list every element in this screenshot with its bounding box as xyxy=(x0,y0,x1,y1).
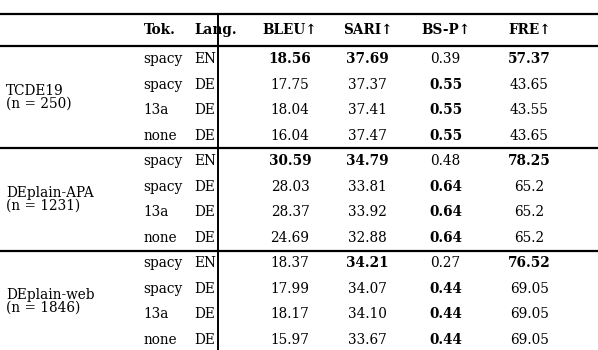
Text: 65.2: 65.2 xyxy=(514,205,544,219)
Text: FRE↑: FRE↑ xyxy=(508,23,551,37)
Text: 18.04: 18.04 xyxy=(270,103,310,117)
Text: (n = 1846): (n = 1846) xyxy=(6,301,80,315)
Text: spacy: spacy xyxy=(144,52,183,66)
Text: 76.52: 76.52 xyxy=(508,256,551,270)
Text: 33.67: 33.67 xyxy=(349,333,387,347)
Text: 0.64: 0.64 xyxy=(429,205,462,219)
Text: EN: EN xyxy=(194,256,216,270)
Text: 0.55: 0.55 xyxy=(429,103,462,117)
Text: DE: DE xyxy=(194,333,215,347)
Text: spacy: spacy xyxy=(144,282,183,296)
Text: SARI↑: SARI↑ xyxy=(343,23,392,37)
Text: 24.69: 24.69 xyxy=(270,231,310,245)
Text: DE: DE xyxy=(194,180,215,194)
Text: 0.44: 0.44 xyxy=(429,307,462,321)
Text: DE: DE xyxy=(194,78,215,92)
Text: 34.21: 34.21 xyxy=(346,256,389,270)
Text: none: none xyxy=(144,333,177,347)
Text: 17.99: 17.99 xyxy=(270,282,310,296)
Text: 0.55: 0.55 xyxy=(429,78,462,92)
Text: 13a: 13a xyxy=(144,205,169,219)
Text: 34.79: 34.79 xyxy=(346,154,389,168)
Text: DE: DE xyxy=(194,307,215,321)
Text: 69.05: 69.05 xyxy=(509,307,549,321)
Text: 33.81: 33.81 xyxy=(349,180,387,194)
Text: DE: DE xyxy=(194,282,215,296)
Text: 0.64: 0.64 xyxy=(429,180,462,194)
Text: DE: DE xyxy=(194,231,215,245)
Text: spacy: spacy xyxy=(144,256,183,270)
Text: BLEU↑: BLEU↑ xyxy=(263,23,318,37)
Text: 13a: 13a xyxy=(144,103,169,117)
Text: 34.10: 34.10 xyxy=(348,307,388,321)
Text: 18.56: 18.56 xyxy=(269,52,312,66)
Text: 34.07: 34.07 xyxy=(348,282,388,296)
Text: 43.65: 43.65 xyxy=(509,78,549,92)
Text: DE: DE xyxy=(194,205,215,219)
Text: 57.37: 57.37 xyxy=(508,52,551,66)
Text: 33.92: 33.92 xyxy=(348,205,388,219)
Text: 37.37: 37.37 xyxy=(349,78,387,92)
Text: EN: EN xyxy=(194,154,216,168)
Text: 37.47: 37.47 xyxy=(348,128,388,143)
Text: 78.25: 78.25 xyxy=(508,154,551,168)
Text: 37.41: 37.41 xyxy=(348,103,388,117)
Text: spacy: spacy xyxy=(144,154,183,168)
Text: Lang.: Lang. xyxy=(194,23,237,37)
Text: 0.64: 0.64 xyxy=(429,231,462,245)
Text: EN: EN xyxy=(194,52,216,66)
Text: 0.27: 0.27 xyxy=(431,256,460,270)
Text: 32.88: 32.88 xyxy=(349,231,387,245)
Text: none: none xyxy=(144,128,177,143)
Text: spacy: spacy xyxy=(144,180,183,194)
Text: BS-P↑: BS-P↑ xyxy=(421,23,470,37)
Text: 65.2: 65.2 xyxy=(514,180,544,194)
Text: 69.05: 69.05 xyxy=(509,333,549,347)
Text: 17.75: 17.75 xyxy=(271,78,309,92)
Text: (n = 1231): (n = 1231) xyxy=(6,199,80,213)
Text: 0.44: 0.44 xyxy=(429,282,462,296)
Text: 37.69: 37.69 xyxy=(346,52,389,66)
Text: DE: DE xyxy=(194,103,215,117)
Text: 43.65: 43.65 xyxy=(509,128,549,143)
Text: 0.39: 0.39 xyxy=(431,52,460,66)
Text: 13a: 13a xyxy=(144,307,169,321)
Text: 18.17: 18.17 xyxy=(271,307,309,321)
Text: none: none xyxy=(144,231,177,245)
Text: 0.48: 0.48 xyxy=(431,154,460,168)
Text: 0.55: 0.55 xyxy=(429,128,462,143)
Text: 69.05: 69.05 xyxy=(509,282,549,296)
Text: 0.44: 0.44 xyxy=(429,333,462,347)
Text: (n = 250): (n = 250) xyxy=(6,97,72,111)
Text: Tok.: Tok. xyxy=(144,23,175,37)
Text: TCDE19: TCDE19 xyxy=(6,84,64,98)
Text: 30.59: 30.59 xyxy=(269,154,312,168)
Text: spacy: spacy xyxy=(144,78,183,92)
Text: DEplain-web: DEplain-web xyxy=(6,288,94,302)
Text: DE: DE xyxy=(194,128,215,143)
Text: 16.04: 16.04 xyxy=(270,128,310,143)
Text: 65.2: 65.2 xyxy=(514,231,544,245)
Text: 15.97: 15.97 xyxy=(270,333,310,347)
Text: 28.03: 28.03 xyxy=(271,180,309,194)
Text: 43.55: 43.55 xyxy=(509,103,549,117)
Text: 28.37: 28.37 xyxy=(271,205,309,219)
Text: DEplain-APA: DEplain-APA xyxy=(6,186,94,200)
Text: 18.37: 18.37 xyxy=(271,256,309,270)
